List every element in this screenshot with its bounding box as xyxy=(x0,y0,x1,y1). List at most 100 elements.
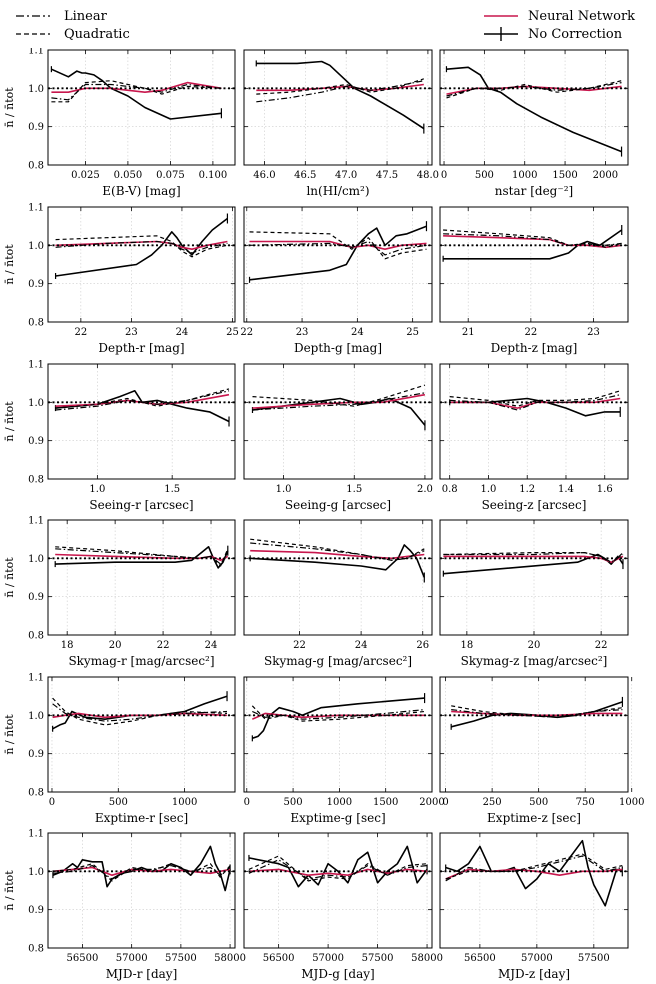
legend-quadratic-label: Quadratic xyxy=(64,27,130,42)
x-tick-label: 1.6 xyxy=(597,484,613,495)
legend-nocorr-label: No Correction xyxy=(528,27,623,42)
series-linear xyxy=(449,394,621,411)
panel: 22 24 26 Skymag-g [mag/arcsec²] xyxy=(243,519,433,668)
x-axis-label: Seeing-z [arcsec] xyxy=(482,498,587,512)
series-quadratic xyxy=(250,538,425,561)
y-tick-label: 0.8 xyxy=(28,631,44,642)
series-quadratic xyxy=(451,705,623,718)
series-linear xyxy=(443,551,624,563)
x-tick-label: 750 xyxy=(576,797,595,808)
series-quadratic xyxy=(55,388,230,409)
x-tick-label: 25 xyxy=(406,327,419,338)
x-axis-label: Depth-g [mag] xyxy=(294,341,382,355)
y-axis-label: n̄ / n̄tot xyxy=(3,557,16,598)
series-quadratic xyxy=(248,855,428,882)
x-tick-label: 57000 xyxy=(312,953,344,964)
x-tick-label: 0.100 xyxy=(199,170,228,181)
x-tick-label: 2.0 xyxy=(417,484,433,495)
series-linear xyxy=(445,855,623,882)
series-no-correction xyxy=(250,544,426,578)
y-tick-label: 1.1 xyxy=(28,360,44,371)
x-tick-label: 20 xyxy=(528,640,541,651)
legend-nn-label: Neural Network xyxy=(528,9,635,24)
y-tick-label: 0.8 xyxy=(28,475,44,486)
panel: 22 23 24 25 Depth-g [mag] xyxy=(240,206,433,355)
x-tick-label: 57000 xyxy=(521,953,553,964)
series-linear xyxy=(55,240,228,254)
x-tick-label: 1000 xyxy=(619,797,644,808)
series-quadratic xyxy=(443,551,624,565)
panel: 1.0 1.5 0.8 0.9 1.0 1.1 Seeing-r [arcsec] n̄ / … xyxy=(3,360,236,512)
x-tick-label: 250 xyxy=(483,797,502,808)
x-tick-label: 47.0 xyxy=(335,170,357,181)
series-quadratic xyxy=(256,78,424,95)
series-neural-network xyxy=(51,81,222,93)
x-axis-label: Seeing-r [arcsec] xyxy=(89,498,193,512)
plot-frame xyxy=(47,206,236,323)
x-tick-label: 0 xyxy=(441,170,447,181)
panel: 0 250 500 750 1000 Exptime-z [sec] xyxy=(439,676,644,825)
x-axis-label: Skymag-z [mag/arcsec²] xyxy=(461,654,608,668)
x-axis-label: Exptime-g [sec] xyxy=(290,811,385,825)
series-quadratic xyxy=(55,546,229,567)
x-tick-label: 1.0 xyxy=(89,484,105,495)
series-quadratic xyxy=(55,235,228,258)
series-no-correction xyxy=(248,845,428,888)
panel: 56500 57000 57500 58000 0.8 0.9 1.0 1.1 MJD-r [d… xyxy=(3,829,246,982)
x-tick-label: 0.8 xyxy=(442,484,458,495)
panel: 0.8 1.0 1.2 1.4 1.6 Seeing-z [arcsec] xyxy=(439,363,629,512)
x-tick-label: 0 xyxy=(49,797,55,808)
plot-frame xyxy=(243,363,433,480)
x-tick-label: 18 xyxy=(61,640,74,651)
x-tick-label: 24 xyxy=(351,327,364,338)
plot-frame xyxy=(243,832,433,949)
x-tick-label: 500 xyxy=(529,797,548,808)
series-neural-network xyxy=(252,393,426,409)
x-tick-label: 0 xyxy=(244,797,250,808)
plot-frame xyxy=(47,676,236,793)
x-tick-label: 22 xyxy=(293,640,306,651)
x-tick-label: 46.0 xyxy=(253,170,275,181)
series-linear xyxy=(249,240,427,256)
x-tick-label: 500 xyxy=(475,170,494,181)
x-tick-label: 1.5 xyxy=(164,484,180,495)
y-tick-label: 0.8 xyxy=(28,318,44,329)
series-linear xyxy=(252,392,426,411)
x-tick-label: 23 xyxy=(125,327,138,338)
x-tick-label: 57000 xyxy=(116,953,148,964)
panel: 22 23 24 25 0.8 0.9 1.0 1.1 Depth-r [mag] n̄ / n̄… xyxy=(3,203,239,356)
series-no-correction xyxy=(249,225,427,281)
series-quadratic xyxy=(443,229,622,248)
x-axis-label: Exptime-r [sec] xyxy=(95,811,188,825)
x-axis-label: ln(HI/cm²) xyxy=(306,184,369,198)
plot-frame xyxy=(439,832,629,949)
plot-frame xyxy=(243,206,433,323)
x-axis-label: Skymag-r [mag/arcsec²] xyxy=(68,654,214,668)
x-axis-label: Seeing-g [arcsec] xyxy=(285,498,391,512)
panel: 21 22 23 Depth-z [mag] xyxy=(439,206,629,355)
x-axis-label: MJD-z [day] xyxy=(498,967,570,981)
x-tick-label: 1.0 xyxy=(481,484,497,495)
y-tick-label: 0.9 xyxy=(28,905,44,916)
series-no-correction xyxy=(52,695,228,730)
x-tick-label: 24 xyxy=(355,640,368,651)
panel: 1.0 1.5 2.0 Seeing-g [arcsec] xyxy=(243,363,433,512)
y-tick-label: 1.1 xyxy=(28,516,44,527)
chart-legend: Linear Quadratic Neural Network No Corre… xyxy=(16,9,635,42)
x-tick-label: 1.5 xyxy=(346,484,362,495)
x-axis-label: E(B-V) [mag] xyxy=(102,184,180,198)
series-quadratic xyxy=(449,390,621,407)
x-tick-label: 26 xyxy=(416,640,429,651)
plot-frame xyxy=(47,49,236,166)
x-tick-label: 56500 xyxy=(263,953,295,964)
series-linear xyxy=(248,859,428,880)
x-tick-label: 25 xyxy=(226,327,239,338)
plot-frame xyxy=(243,49,433,166)
panel: 56500 57000 57500 MJD-z [day] xyxy=(439,832,629,981)
panel: 18 20 22 24 0.8 0.9 1.0 1.1 Skymag-r [mag/arcsec… xyxy=(3,516,236,668)
x-axis-label: nstar [deg⁻²] xyxy=(495,184,573,198)
y-axis-label: n̄ / n̄tot xyxy=(3,714,16,755)
y-tick-label: 0.9 xyxy=(28,122,44,133)
series-no-correction xyxy=(51,68,222,120)
x-axis-label: MJD-r [day] xyxy=(106,967,178,981)
